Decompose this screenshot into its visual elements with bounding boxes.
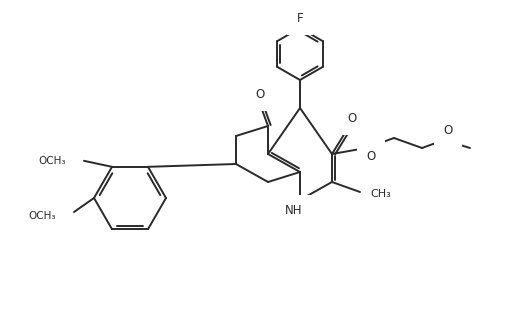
Text: F: F: [297, 13, 303, 26]
Text: O: O: [366, 149, 376, 162]
Text: O: O: [347, 112, 357, 125]
Text: CH₃: CH₃: [370, 189, 391, 199]
Text: OCH₃: OCH₃: [38, 156, 66, 166]
Text: OCH₃: OCH₃: [28, 211, 56, 221]
Text: O: O: [255, 88, 265, 101]
Text: O: O: [443, 125, 453, 137]
Text: NH: NH: [285, 204, 303, 217]
